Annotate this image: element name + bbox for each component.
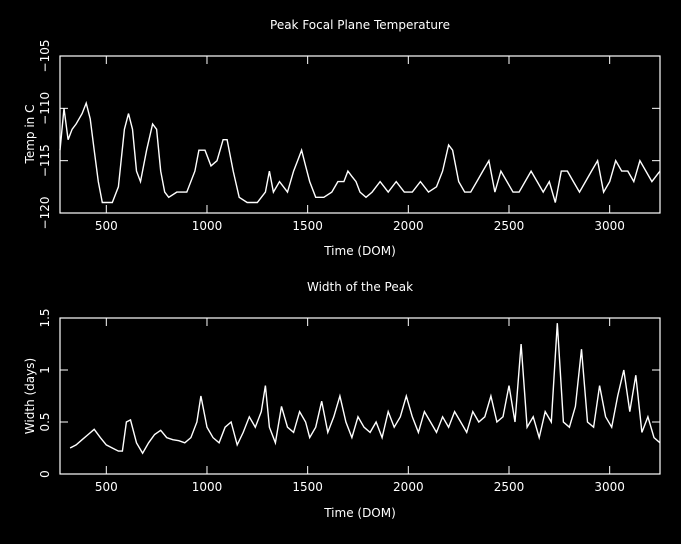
width-y-ticks: 0 0.5 1 1.5 [38,308,660,478]
temperature-chart-title: Peak Focal Plane Temperature [270,18,450,32]
width-series-line [69,323,661,455]
width-y-tick-label: 0 [38,470,52,478]
temperature-plot-frame [59,55,661,214]
width-y-tick-label: 1 [38,366,52,374]
width-y-tick-label: 0.5 [38,412,52,431]
temperature-x-tick-label: 2000 [393,219,424,233]
temperature-x-tick-label: 1000 [192,219,223,233]
width-panel: Width of the Peak 500 1000 1500 2000 2500 300… [23,280,661,520]
width-x-tick-label: 2500 [494,480,525,494]
temperature-x-ticks: 500 1000 1500 2000 2500 3000 [95,56,625,233]
temperature-y-tick-label: −120 [38,197,52,230]
width-x-tick-label: 1000 [192,480,223,494]
temperature-x-tick-label: 1500 [292,219,323,233]
temperature-panel: Peak Focal Plane Temperature 500 1000 1500… [23,18,661,258]
temperature-x-tick-label: 500 [95,219,118,233]
temperature-x-tick-label: 2500 [494,219,525,233]
width-x-ticks: 500 1000 1500 2000 2500 3000 [95,318,625,494]
temperature-x-tick-label: 3000 [594,219,625,233]
temperature-y-tick-label: −110 [38,92,52,125]
temperature-y-tick-label: −105 [38,40,52,73]
temperature-y-axis-label: Temp in C [23,105,37,165]
temperature-y-ticks: −120 −115 −110 −105 [38,40,660,230]
width-plot-frame [59,317,661,475]
temperature-x-axis-label: Time (DOM) [323,244,396,258]
width-y-tick-label: 1.5 [38,308,52,327]
width-x-tick-label: 3000 [594,480,625,494]
width-x-tick-label: 1500 [292,480,323,494]
width-chart-title: Width of the Peak [307,280,413,294]
temperature-y-tick-label: −115 [38,144,52,177]
width-x-tick-label: 500 [95,480,118,494]
width-x-tick-label: 2000 [393,480,424,494]
width-x-axis-label: Time (DOM) [323,506,396,520]
width-y-axis-label: Width (days) [23,358,37,434]
temperature-series-line [59,100,661,204]
